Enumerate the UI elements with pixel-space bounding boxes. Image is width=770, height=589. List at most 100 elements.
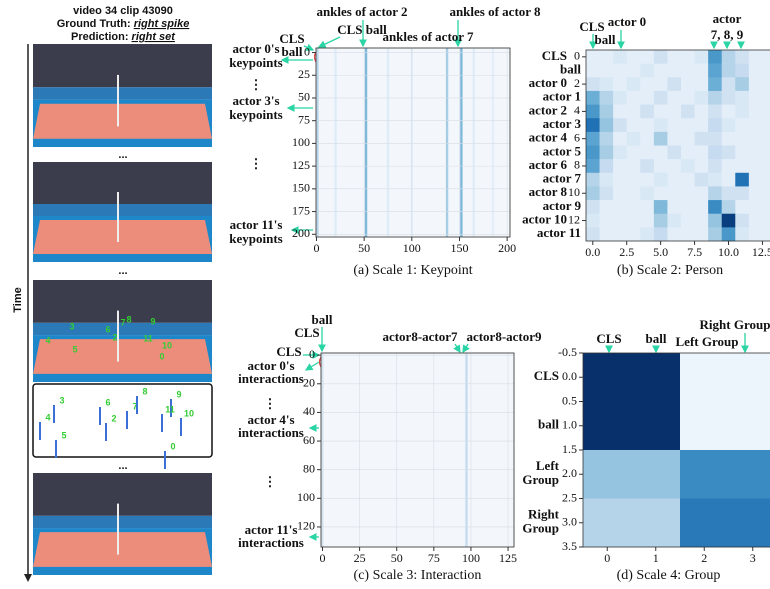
y-tick-label: 120 — [297, 519, 315, 533]
heatmap-cell — [599, 50, 614, 64]
heatmap-cell — [762, 77, 770, 92]
x-tick-label: 7.5 — [687, 245, 702, 259]
heatmap-cell — [721, 172, 736, 187]
heatmap-cell — [586, 63, 600, 78]
x-tick-label: 0 — [313, 241, 319, 255]
plot-frame — [582, 352, 770, 548]
heatmap-cell — [586, 213, 600, 228]
annotation: CLS ball — [337, 22, 387, 37]
heatmap-cell — [708, 104, 723, 119]
actor-label: 5 — [72, 344, 77, 354]
actor-label: 0 — [170, 441, 175, 451]
heatmap-cell — [721, 213, 736, 228]
y-tick-label: 2 — [574, 76, 580, 90]
attention-column — [465, 353, 468, 547]
actor-label: 7 — [132, 401, 137, 411]
heatmap-cell — [748, 172, 763, 187]
x-tick-label: 200 — [498, 241, 516, 255]
heatmap-cell — [626, 104, 641, 119]
attention-column — [445, 48, 449, 237]
heatmap-cell — [586, 145, 600, 160]
heatmap-cell — [694, 50, 709, 64]
heatmap-cell — [708, 186, 723, 201]
heatmap-cell — [694, 213, 709, 228]
ellipsis: ... — [118, 149, 127, 161]
x-tick-label: 1 — [653, 551, 659, 565]
row-group: actor 0's — [232, 41, 279, 56]
heatmap-cell — [762, 90, 770, 105]
heatmap-cell — [762, 213, 770, 228]
y-tick-label: 25 — [298, 67, 310, 81]
x-tick-label: 2.5 — [619, 245, 634, 259]
heatmap-cell — [599, 186, 614, 201]
heatmap-cell — [694, 131, 709, 146]
y-tick-label: 0 — [304, 44, 310, 58]
y-tick-label: 1.0 — [562, 418, 577, 432]
annotation: CLS — [579, 19, 604, 34]
heatmap-cell — [680, 353, 729, 402]
heatmap-cell — [748, 227, 763, 242]
annotation: actor8-actor7 — [382, 329, 458, 344]
frame-stands — [33, 473, 212, 516]
heatmap-cell — [708, 50, 723, 64]
actor-label: 9 — [176, 389, 181, 399]
actor-label: 8 — [126, 314, 131, 324]
row-label: ball — [560, 61, 581, 76]
heatmap-cell — [586, 186, 600, 201]
heatmap-cell — [631, 450, 681, 499]
y-tick-label: 125 — [292, 158, 310, 172]
heatmap-cell — [680, 450, 729, 499]
heatmap-cell — [681, 213, 695, 228]
attention-column — [316, 48, 319, 237]
x-tick-label: 50 — [358, 241, 370, 255]
vdots: ⋮ — [264, 396, 277, 411]
heatmap-cell — [667, 227, 682, 242]
heatmap-cell — [599, 77, 614, 92]
plot-frame — [585, 49, 770, 242]
heatmap-cell — [694, 172, 709, 187]
heatmap-cell — [748, 200, 763, 215]
heatmap-cell — [653, 131, 668, 146]
heatmap-cell — [762, 200, 770, 215]
video-title: video 34 clip 43090 — [73, 5, 173, 17]
heatmap-cell — [653, 50, 668, 64]
heatmap-cell — [640, 213, 655, 228]
annotation: ball — [646, 331, 667, 346]
heatmap-cell — [586, 131, 600, 146]
heatmap-cell — [762, 131, 770, 146]
row-group: interactions — [238, 371, 304, 386]
row-label: ball — [538, 417, 559, 432]
heatmap-cell — [586, 50, 600, 64]
x-tick-label: 0.0 — [585, 245, 600, 259]
heatmap-cell — [653, 213, 668, 228]
heatmap-cell — [599, 131, 614, 146]
heatmap-cell — [748, 118, 763, 133]
heatmap-cell — [613, 159, 628, 174]
caption: (c) Scale 3: Interaction — [354, 568, 482, 583]
heatmap-cell — [735, 63, 750, 78]
heatmap-cell — [640, 63, 655, 78]
y-tick-label: 12 — [568, 212, 580, 226]
row-label: CLS — [542, 48, 567, 63]
vdots: ⋮ — [250, 77, 263, 92]
y-tick-label: 0 — [574, 49, 580, 63]
heatmap-cell — [640, 131, 655, 146]
actor-label: 4 — [45, 335, 50, 345]
heatmap-cell — [640, 77, 655, 92]
y-tick-label: 60 — [303, 433, 315, 447]
heatmap-cell — [748, 131, 763, 146]
annotation: CLS — [596, 331, 621, 346]
prediction: Prediction: right set — [71, 31, 176, 43]
row-group: actor 0's — [247, 358, 294, 373]
actor-label: 2 — [111, 413, 116, 423]
actor-label: 4 — [45, 412, 50, 422]
x-tick-label: 150 — [450, 241, 468, 255]
heatmap-cell — [680, 401, 729, 451]
heatmap-cell — [613, 145, 628, 160]
row-group: actor 11's — [245, 522, 298, 537]
annotation: CLS — [276, 344, 301, 359]
heatmap-cell — [762, 145, 770, 160]
row-group: keypoints — [229, 107, 282, 122]
y-tick-label: 2.5 — [562, 490, 577, 504]
